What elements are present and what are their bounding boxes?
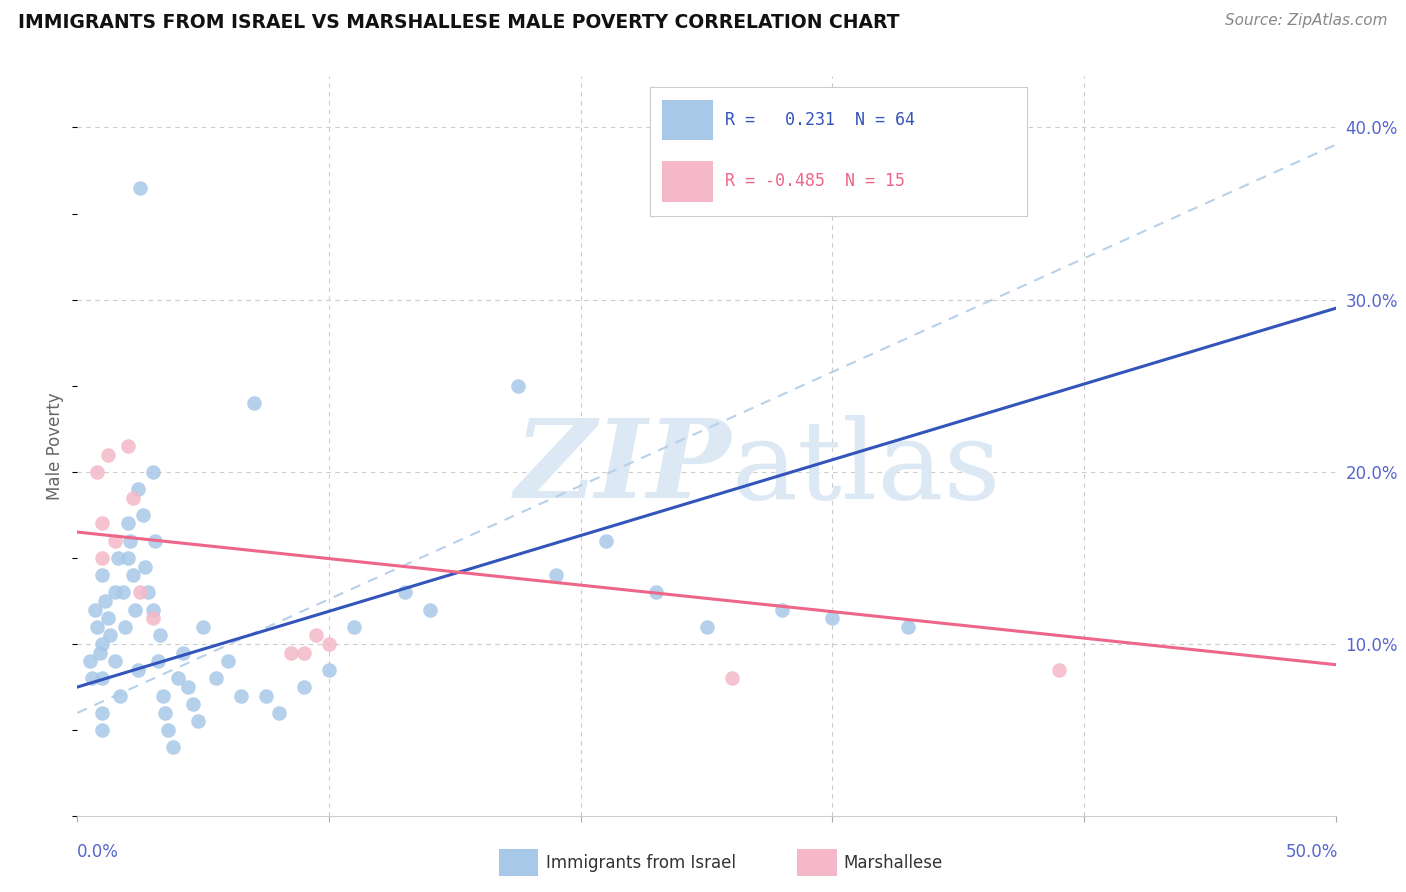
Point <box>82 672 104 686</box>
Point <box>136 585 159 599</box>
Point <box>104 654 127 668</box>
Point <box>506 378 529 392</box>
FancyBboxPatch shape <box>650 87 1028 217</box>
Point <box>162 740 184 755</box>
Point <box>79 654 101 668</box>
Point <box>292 680 315 694</box>
Point <box>108 689 131 703</box>
Point <box>897 620 920 634</box>
Point <box>142 611 165 625</box>
Point <box>98 628 121 642</box>
Point <box>129 585 152 599</box>
Point <box>696 620 718 634</box>
Point <box>117 550 139 565</box>
Point <box>111 585 134 599</box>
Point <box>318 637 340 651</box>
Point <box>143 533 166 548</box>
Text: 50.0%: 50.0% <box>1286 843 1339 861</box>
Point <box>134 559 156 574</box>
Point <box>191 620 215 634</box>
Point <box>107 550 129 565</box>
Point <box>645 585 668 599</box>
Text: R =   0.231  N = 64: R = 0.231 N = 64 <box>725 111 915 128</box>
Text: Marshallese: Marshallese <box>844 854 943 871</box>
Point <box>96 611 118 625</box>
Text: 0.0%: 0.0% <box>77 843 120 861</box>
Point <box>91 723 114 737</box>
Point <box>149 628 172 642</box>
Point <box>124 602 146 616</box>
Text: ZIP: ZIP <box>515 415 731 522</box>
Text: atlas: atlas <box>731 415 1001 522</box>
Point <box>91 637 114 651</box>
Point <box>152 689 174 703</box>
Point <box>419 602 441 616</box>
Point <box>96 448 118 462</box>
Point <box>127 663 149 677</box>
Point <box>156 723 179 737</box>
Point <box>544 568 567 582</box>
Y-axis label: Male Poverty: Male Poverty <box>46 392 65 500</box>
Bar <box>662 161 713 202</box>
Point <box>770 602 793 616</box>
Point <box>181 698 204 712</box>
Point <box>394 585 416 599</box>
Point <box>142 465 165 479</box>
Point <box>292 646 315 660</box>
Point <box>343 620 366 634</box>
Point <box>242 396 264 410</box>
Text: R = -0.485  N = 15: R = -0.485 N = 15 <box>725 172 905 190</box>
Point <box>117 516 139 531</box>
Bar <box>662 100 713 140</box>
Point <box>91 706 114 720</box>
Point <box>132 508 155 522</box>
Point <box>117 439 139 453</box>
Point <box>177 680 200 694</box>
Point <box>595 533 617 548</box>
Point <box>127 482 149 496</box>
Point <box>318 663 340 677</box>
Point <box>86 465 108 479</box>
Point <box>142 602 165 616</box>
Point <box>91 568 114 582</box>
Point <box>120 533 142 548</box>
Point <box>114 620 136 634</box>
Point <box>91 550 114 565</box>
Point <box>129 180 152 194</box>
Point <box>104 533 127 548</box>
Point <box>104 585 127 599</box>
Point <box>229 689 252 703</box>
Point <box>146 654 169 668</box>
Point <box>720 672 742 686</box>
Point <box>84 602 107 616</box>
Point <box>305 628 328 642</box>
Point <box>91 672 114 686</box>
Text: Immigrants from Israel: Immigrants from Israel <box>546 854 735 871</box>
Point <box>121 491 143 505</box>
Point <box>254 689 277 703</box>
Point <box>89 646 111 660</box>
Point <box>280 646 302 660</box>
Point <box>167 672 190 686</box>
Point <box>86 620 108 634</box>
Point <box>204 672 226 686</box>
Point <box>91 516 114 531</box>
Point <box>217 654 239 668</box>
Point <box>155 706 177 720</box>
Point <box>172 646 194 660</box>
Text: IMMIGRANTS FROM ISRAEL VS MARSHALLESE MALE POVERTY CORRELATION CHART: IMMIGRANTS FROM ISRAEL VS MARSHALLESE MA… <box>18 13 900 32</box>
Point <box>187 714 209 729</box>
Point <box>821 611 844 625</box>
Point <box>267 706 290 720</box>
Point <box>121 568 143 582</box>
Text: Source: ZipAtlas.com: Source: ZipAtlas.com <box>1225 13 1388 29</box>
Point <box>1047 663 1070 677</box>
Point <box>94 594 117 608</box>
